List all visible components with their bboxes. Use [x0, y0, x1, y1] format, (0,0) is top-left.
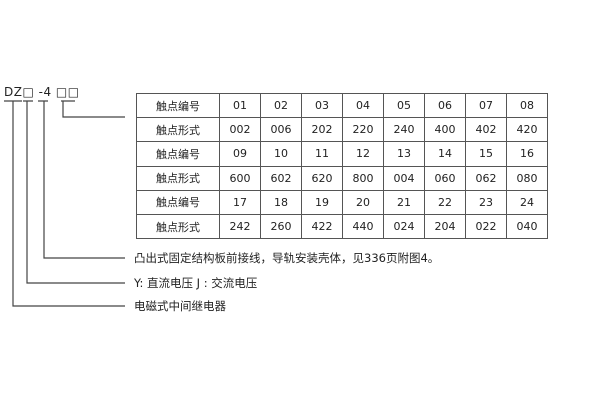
row-label: 触点编号 [136, 141, 220, 167]
table-cell: 02 [260, 92, 302, 119]
table-cell: 620 [301, 165, 343, 191]
row-label: 触点编号 [136, 92, 220, 119]
table-cell: 12 [342, 141, 384, 167]
leader-contacts [61, 100, 125, 118]
note-mounting: 凸出式固定结构板前接线，导轨安装壳体，见336页附图4。 [134, 251, 440, 265]
table-row: 触点编号 09 10 11 12 13 14 15 16 [136, 141, 548, 167]
table-cell: 09 [219, 141, 261, 167]
table-cell: 402 [465, 117, 507, 143]
table-row: 触点形式 002 006 202 220 240 400 402 420 [136, 117, 548, 143]
table-cell: 07 [465, 92, 507, 119]
table-cell: 13 [383, 141, 425, 167]
table-cell: 17 [219, 189, 261, 215]
table-cell: 260 [260, 213, 302, 240]
table-cell: 16 [506, 141, 548, 167]
table-cell: 20 [342, 189, 384, 215]
model-code: DZ□ -4 □□ [4, 85, 80, 99]
table-cell: 242 [219, 213, 261, 240]
table-cell: 24 [506, 189, 548, 215]
table-row: 触点编号 01 02 03 04 05 06 07 08 [136, 92, 548, 119]
table-cell: 14 [424, 141, 466, 167]
table-cell: 800 [342, 165, 384, 191]
table-row: 触点形式 242 260 422 440 024 204 022 040 [136, 213, 548, 240]
table-cell: 01 [219, 92, 261, 119]
table-cell: 440 [342, 213, 384, 240]
table-cell: 21 [383, 189, 425, 215]
table-cell: 006 [260, 117, 302, 143]
table-cell: 240 [383, 117, 425, 143]
leader-type [4, 100, 125, 307]
table-cell: 022 [465, 213, 507, 240]
table-cell: 202 [301, 117, 343, 143]
row-label: 触点形式 [136, 117, 220, 143]
note-type: 电磁式中间继电器 [134, 299, 226, 313]
table-cell: 05 [383, 92, 425, 119]
table-cell: 080 [506, 165, 548, 191]
table-cell: 040 [506, 213, 548, 240]
table-cell: 004 [383, 165, 425, 191]
table-row: 触点形式 600 602 620 800 004 060 062 080 [136, 165, 548, 191]
table-cell: 11 [301, 141, 343, 167]
row-label: 触点编号 [136, 189, 220, 215]
table-cell: 08 [506, 92, 548, 119]
table-row: 触点编号 17 18 19 20 21 22 23 24 [136, 189, 548, 215]
table-cell: 600 [219, 165, 261, 191]
contact-table: 触点编号 01 02 03 04 05 06 07 08 触点形式 002 006 202 220 240 4… [136, 92, 548, 240]
table-cell: 10 [260, 141, 302, 167]
table-cell: 19 [301, 189, 343, 215]
note-voltage: Y: 直流电压 J : 交流电压 [134, 276, 258, 290]
table-cell: 024 [383, 213, 425, 240]
table-cell: 602 [260, 165, 302, 191]
table-cell: 22 [424, 189, 466, 215]
table-cell: 400 [424, 117, 466, 143]
table-cell: 04 [342, 92, 384, 119]
row-label: 触点形式 [136, 213, 220, 240]
table-cell: 220 [342, 117, 384, 143]
table-cell: 204 [424, 213, 466, 240]
table-cell: 060 [424, 165, 466, 191]
leader-mounting [38, 100, 125, 259]
table-cell: 420 [506, 117, 548, 143]
table-cell: 002 [219, 117, 261, 143]
table-cell: 062 [465, 165, 507, 191]
table-cell: 18 [260, 189, 302, 215]
table-cell: 23 [465, 189, 507, 215]
leader-voltage [23, 100, 125, 284]
table-cell: 15 [465, 141, 507, 167]
table-cell: 422 [301, 213, 343, 240]
table-cell: 03 [301, 92, 343, 119]
row-label: 触点形式 [136, 165, 220, 191]
table-cell: 06 [424, 92, 466, 119]
